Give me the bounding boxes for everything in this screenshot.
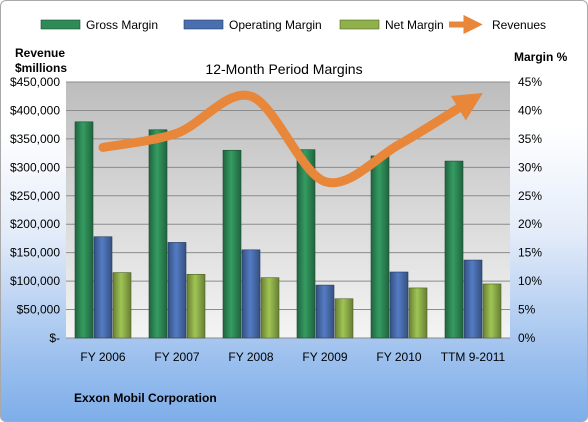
gross-margin-bar bbox=[74, 121, 94, 339]
legend-label-gross-margin: Gross Margin bbox=[86, 18, 158, 32]
revenues-line bbox=[98, 90, 483, 188]
y-left-tick-label: $350,000 bbox=[10, 132, 60, 146]
legend-label-revenues: Revenues bbox=[492, 18, 546, 32]
legend-swatch-gross-margin bbox=[40, 19, 81, 30]
x-category-label: FY 2008 bbox=[228, 350, 273, 364]
gross-margin-bar bbox=[370, 155, 390, 339]
gross-margin-bar bbox=[148, 129, 168, 339]
y-right-tick-label: 20% bbox=[518, 217, 542, 231]
y-right-axis-ticks: 0% 5% 10% 15% 20% 25% 30% 35% 40% 45% bbox=[518, 75, 542, 345]
revenue-line-group bbox=[98, 90, 483, 188]
y-left-tick-label: $100,000 bbox=[10, 274, 60, 288]
company-name: Exxon Mobil Corporation bbox=[74, 391, 217, 405]
y-left-tick-label: $250,000 bbox=[10, 189, 60, 203]
operating-margin-bar bbox=[93, 236, 113, 339]
legend-swatch-net-margin bbox=[339, 19, 380, 30]
x-category-label: FY 2009 bbox=[302, 350, 347, 364]
gross-margin-bar bbox=[444, 160, 464, 339]
y-right-tick-label: 25% bbox=[518, 189, 542, 203]
x-category-label: FY 2010 bbox=[376, 350, 421, 364]
y-left-tick-label: $300,000 bbox=[10, 160, 60, 174]
chart-title: 12-Month Period Margins bbox=[205, 61, 362, 77]
y-left-title-line2: $millions bbox=[15, 61, 67, 75]
y-left-tick-label: $150,000 bbox=[10, 246, 60, 260]
y-right-tick-label: 30% bbox=[518, 160, 542, 174]
y-right-tick-label: 40% bbox=[518, 103, 542, 117]
operating-margin-bar bbox=[241, 249, 261, 339]
y-right-tick-label: 0% bbox=[518, 331, 536, 345]
y-right-tick-label: 45% bbox=[518, 75, 542, 89]
y-right-title: Margin % bbox=[514, 50, 568, 64]
bars-group bbox=[74, 121, 502, 339]
legend: Gross Margin Operating Margin Net Margin Re… bbox=[40, 14, 546, 35]
x-category-label: FY 2006 bbox=[80, 350, 125, 364]
x-category-label: FY 2007 bbox=[154, 350, 199, 364]
y-left-title-line1: Revenue bbox=[15, 46, 65, 60]
x-axis-categories: FY 2006 FY 2007 FY 2008 FY 2009 FY 2010 TTM 9… bbox=[80, 350, 505, 364]
gross-margin-bar bbox=[296, 149, 316, 339]
y-left-tick-label: $200,000 bbox=[10, 217, 60, 231]
legend-label-net-margin: Net Margin bbox=[385, 18, 444, 32]
net-margin-bar bbox=[482, 283, 502, 339]
y-right-tick-label: 10% bbox=[518, 274, 542, 288]
y-left-tick-label: $- bbox=[49, 331, 60, 345]
y-left-tick-label: $50,000 bbox=[17, 303, 61, 317]
gross-margin-bar bbox=[222, 149, 242, 339]
net-margin-bar bbox=[334, 298, 354, 339]
operating-margin-bar bbox=[463, 259, 483, 339]
y-right-tick-label: 35% bbox=[518, 132, 542, 146]
net-margin-bar bbox=[112, 272, 132, 339]
operating-margin-bar bbox=[167, 242, 187, 339]
legend-label-operating-margin: Operating Margin bbox=[229, 18, 322, 32]
operating-margin-bar bbox=[315, 284, 335, 339]
y-right-tick-label: 15% bbox=[518, 246, 542, 260]
legend-swatch-operating-margin bbox=[183, 19, 224, 30]
operating-margin-bar bbox=[389, 271, 409, 339]
y-right-tick-label: 5% bbox=[518, 303, 536, 317]
y-left-axis-ticks: $- $50,000 $100,000 $150,000 $200,000 $250,00… bbox=[10, 75, 60, 345]
net-margin-bar bbox=[186, 273, 206, 339]
y-left-tick-label: $450,000 bbox=[10, 75, 60, 89]
y-left-tick-label: $400,000 bbox=[10, 103, 60, 117]
net-margin-bar bbox=[260, 277, 280, 339]
x-category-label: TTM 9-2011 bbox=[441, 350, 506, 364]
net-margin-bar bbox=[408, 287, 428, 339]
